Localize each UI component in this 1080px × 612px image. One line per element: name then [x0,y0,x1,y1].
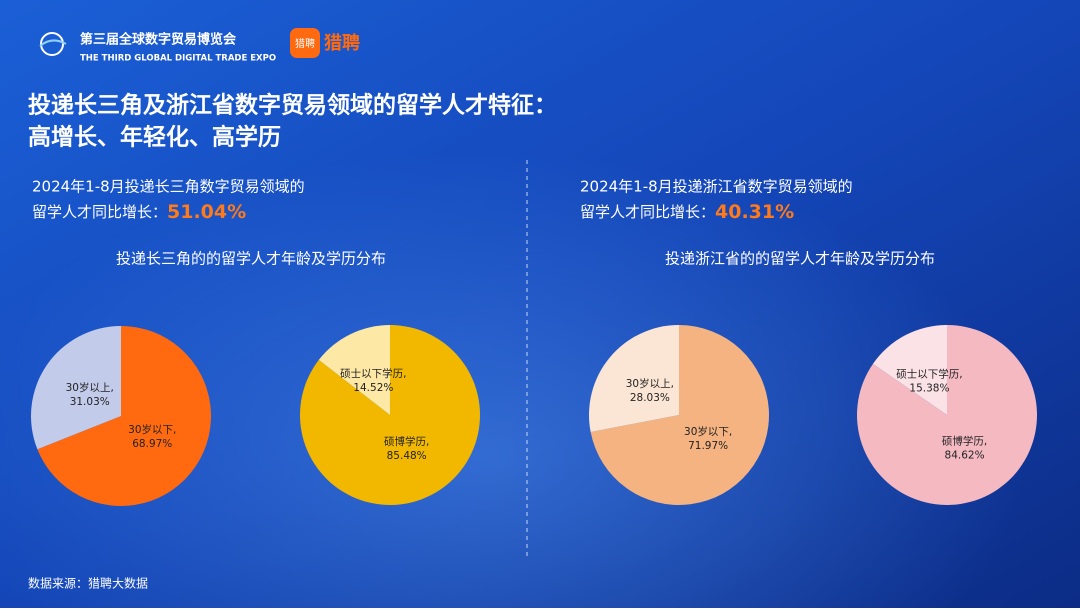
slice-label: 硕士以下学历, [340,367,406,380]
expo-logo [39,32,67,56]
slice-value-label: 31.03% [70,396,110,408]
stat-value: 51.04% [167,201,246,223]
partner-icon: 猎聘 [295,37,315,50]
slice-label: 硕博学历, [942,434,987,447]
stat-line: 留学人才同比增长：40.31% [580,201,794,223]
slice-value-label: 71.97% [688,440,728,452]
partner-icon-bg [290,28,320,58]
stat-value: 40.31% [715,201,794,223]
slice-label: 30岁以下, [128,423,176,436]
stat-label: 留学人才同比增长： [32,203,167,221]
slice-value-label: 15.38% [909,383,949,395]
slice-label: 硕博学历, [384,435,429,448]
section-subtitle: 投递长三角的的留学人才年龄及学历分布 [116,250,386,268]
source: 数据来源：猎聘大数据 [28,576,148,591]
pie-slice [30,326,121,450]
expo-subtitle: THE THIRD GLOBAL DIGITAL TRADE EXPO [80,54,276,64]
stat-line: 2024年1-8月投递浙江省数字贸易领域的 [580,178,853,196]
slice-value-label: 14.52% [353,382,393,394]
headline: 高增长、年轻化、高学历 [28,124,281,151]
slice-value-label: 84.62% [945,449,985,461]
pie-slice [590,325,770,505]
pie-slice [299,325,480,505]
expo-title: 第三届全球数字贸易博览会 [80,32,237,48]
slice-label: 30岁以上, [626,377,674,390]
stat-line: 2024年1-8月投递长三角数字贸易领域的 [32,178,305,196]
stat-line: 留学人才同比增长：51.04% [32,201,246,223]
headline: 投递长三角及浙江省数字贸易领域的留学人才特征： [28,92,557,119]
section-subtitle: 投递浙江省的的留学人才年龄及学历分布 [665,250,935,268]
slice-value-label: 68.97% [132,438,172,450]
pie-slice [872,325,947,415]
slice-label: 硕士以下学历, [896,368,962,381]
slice-value-label: 28.03% [630,392,670,404]
slice-label: 30岁以下, [684,425,732,438]
stat-label: 留学人才同比增长： [580,203,715,221]
pie-slice [318,325,390,415]
partner-name: 猎聘 [324,32,360,54]
pie-slice [589,325,679,433]
slice-value-label: 85.48% [387,450,427,462]
pie-slice [37,325,211,506]
slice-label: 30岁以上, [66,381,114,394]
